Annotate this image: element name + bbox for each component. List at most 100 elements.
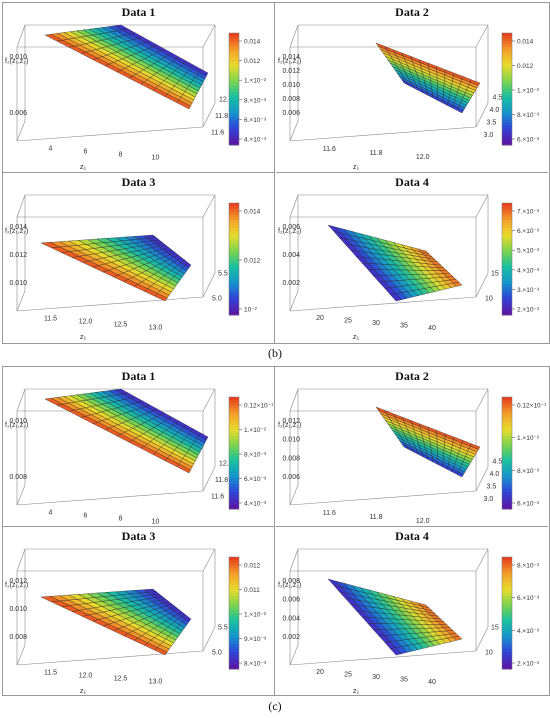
axes-box xyxy=(289,548,489,666)
z-tick-label: 0.010 xyxy=(9,418,27,425)
y-tick-label: 15 xyxy=(491,625,499,632)
x-tick-label: 30 xyxy=(372,674,380,681)
x-tick-label: 11.5 xyxy=(44,670,57,677)
y-tick-label: 4.0 xyxy=(490,107,500,114)
y-tick-label: 10 xyxy=(485,650,493,657)
colorbar-tick-label: 8.×10⁻³ xyxy=(517,468,540,475)
y-tick-label: 10 xyxy=(485,296,493,303)
panel-b-data-4: Data 4 2025303540z₁1015z₂0.0020.0040.006… xyxy=(276,173,548,343)
x-tick-label: 10 xyxy=(152,155,160,162)
x-tick-label: 11.6 xyxy=(323,146,336,153)
y-tick-label: 3.0 xyxy=(484,496,494,503)
panel-title: Data 3 xyxy=(121,175,156,189)
colorbar-tick-label: 0.011 xyxy=(244,587,260,594)
z-tick-label: 0.006 xyxy=(282,224,300,231)
colorbar-tick-label: 8.×10⁻³ xyxy=(517,112,540,119)
surface-plot: 46810z₁11.611.812.0z₂0.0080.010f₂(z₁,z₂)… xyxy=(5,388,274,526)
colorbar: 7.×10⁻³ 6.×10⁻³ 5.×10⁻³ 4.×10⁻³ 3.×10⁻³ 2.×10… xyxy=(501,202,540,316)
figure-b-grid: Data 1 46810z₁11.611.812.0z₂0.0060.010f₂… xyxy=(2,2,550,344)
panel-title: Data 1 xyxy=(121,369,156,383)
panel-title: Data 2 xyxy=(395,369,429,383)
colorbar-tick-label: 0.014 xyxy=(244,39,261,46)
colorbar-frame xyxy=(228,32,240,146)
panel-c-data-3: Data 3 11.512.012.513.0z₁5.05.5z₂0.0080.… xyxy=(3,527,275,695)
x-tick-label: 11.8 xyxy=(369,514,382,521)
colorbar-tick-label: 0.12×10⁻¹ xyxy=(517,403,547,410)
colorbar-tick-label: 6.×10⁻³ xyxy=(244,117,267,124)
y-tick-label: 5.5 xyxy=(218,625,228,632)
x-tick-label: 11.5 xyxy=(44,316,57,323)
axes-box xyxy=(289,388,489,506)
figure-c-caption: (c) xyxy=(268,699,282,713)
colorbar-tick-label: 0.014 xyxy=(517,39,534,46)
surface-mesh xyxy=(327,578,463,656)
colorbar-tick-label: 4.×10⁻³ xyxy=(244,501,267,508)
surface-mesh xyxy=(44,24,209,110)
x-tick-label: 30 xyxy=(372,320,380,327)
z-axis-label: f₂(z₁,z₂) xyxy=(5,582,28,589)
z-tick-label: 0.004 xyxy=(282,252,300,259)
x-tick-label: 6 xyxy=(84,513,88,520)
colorbar-tick-label: 8.×10⁻³ xyxy=(244,452,267,459)
surface-plot: 11.512.012.513.0z₁5.05.5z₂0.0100.0120.01… xyxy=(5,194,261,341)
colorbar-tick-label: 8.×10⁻³ xyxy=(244,97,267,104)
colorbar-tick-label: 1.×10⁻² xyxy=(517,88,540,95)
colorbar-tick-label: 6.×10⁻³ xyxy=(517,137,540,144)
colorbar-frame xyxy=(501,396,513,510)
z-axis-label: f₂(z₁,z₂) xyxy=(278,58,301,65)
colorbar: 8.×10⁻³ 6.×10⁻³ 4.×10⁻³ 2.×10⁻³ xyxy=(501,556,540,670)
x-tick-label: 12.0 xyxy=(79,673,93,680)
surface-mesh xyxy=(40,234,192,302)
panel-b-data-3: Data 3 11.512.012.513.0z₁5.05.5z₂0.0100.… xyxy=(3,173,275,343)
z-tick-label: 0.014 xyxy=(9,224,27,231)
axes-box xyxy=(16,548,216,666)
colorbar-frame xyxy=(501,556,513,670)
x-tick-label: 40 xyxy=(428,325,436,332)
surface-plot: 11.611.812.0z₁3.03.54.04.5z₂0.0060.0080.… xyxy=(278,388,547,525)
panel-title: Data 4 xyxy=(395,529,429,543)
x-tick-label: 13.0 xyxy=(149,679,163,686)
surface-mesh xyxy=(375,406,481,478)
z-tick-label: 0.008 xyxy=(282,578,300,585)
colorbar-tick-label: 8.×10⁻³ xyxy=(517,563,540,570)
z-tick-label: 0.006 xyxy=(9,110,27,117)
y-tick-label: 11.8 xyxy=(215,477,228,484)
colorbar-tick-label: 0.012 xyxy=(244,563,261,570)
x-axis-label: z₁ xyxy=(80,686,87,695)
z-axis-label: f₂(z₁,z₂) xyxy=(5,58,28,65)
colorbar-tick-label: 6.×10⁻³ xyxy=(517,595,540,602)
colorbar-frame xyxy=(228,396,240,510)
colorbar-tick-label: 4.×10⁻³ xyxy=(517,628,540,635)
x-axis-label: z₁ xyxy=(353,686,360,695)
x-tick-label: 11.6 xyxy=(323,510,336,517)
z-tick-label: 0.008 xyxy=(9,634,27,641)
axes-box xyxy=(289,194,489,312)
x-axis-label: z₁ xyxy=(353,162,360,171)
y-tick-label: 12.0 xyxy=(219,96,233,103)
colorbar: 0.014 0.012 1.×10⁻² 8.×10⁻³ 6.×10⁻³ xyxy=(501,32,540,146)
panel-title: Data 2 xyxy=(395,5,429,19)
y-tick-label: 5.0 xyxy=(212,650,222,657)
z-tick-label: 0.010 xyxy=(282,437,300,444)
x-tick-label: 12.0 xyxy=(416,154,430,161)
y-tick-label: 4.5 xyxy=(493,94,503,101)
surface-mesh xyxy=(40,588,192,656)
z-tick-label: 0.004 xyxy=(282,615,300,622)
colorbar-tick-label: 2.×10⁻³ xyxy=(517,661,540,668)
x-tick-label: 6 xyxy=(84,149,88,156)
y-tick-label: 12.0 xyxy=(219,460,233,467)
surface-plot: 46810z₁11.611.812.0z₂0.0060.010f₂(z₁,z₂)… xyxy=(5,24,267,171)
colorbar-tick-label: 4.×10⁻³ xyxy=(244,137,267,144)
z-tick-label: 0.010 xyxy=(9,606,27,613)
z-tick-label: 0.012 xyxy=(282,418,300,425)
x-axis-label: z₁ xyxy=(80,162,87,171)
z-tick-label: 0.002 xyxy=(282,280,300,287)
y-tick-label: 11.8 xyxy=(215,113,228,120)
panel-c-data-1: Data 1 46810z₁11.611.812.0z₂0.0080.010f₂… xyxy=(3,367,275,527)
surface-mesh xyxy=(375,42,481,114)
z-tick-label: 0.006 xyxy=(282,597,300,604)
x-tick-label: 12.5 xyxy=(114,676,128,683)
colorbar-frame xyxy=(228,556,240,670)
colorbar-frame xyxy=(501,32,513,146)
colorbar-frame xyxy=(501,202,513,316)
